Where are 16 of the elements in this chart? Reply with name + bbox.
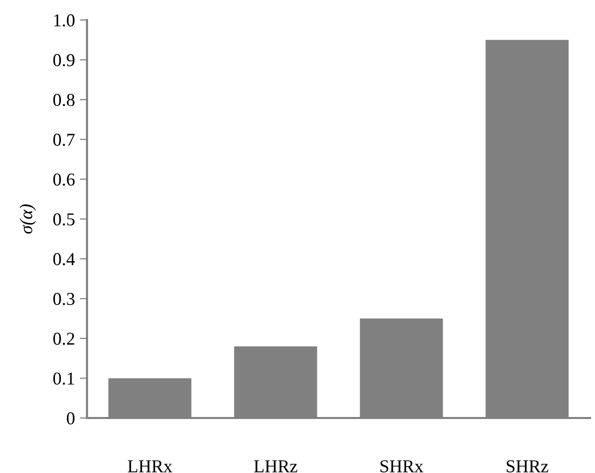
y-axis-title: σ(α) — [20, 204, 36, 234]
y-tick-label: 0.4 — [53, 253, 75, 266]
y-tick-label: 0.5 — [53, 213, 74, 226]
y-tick-label: 0.3 — [53, 292, 74, 306]
y-tick-label: 0.7 — [53, 134, 75, 146]
y-tick-label: 1.0 — [54, 14, 75, 27]
x-tick-label: SHRx — [380, 460, 424, 472]
x-tick-label: SHRz — [506, 460, 548, 472]
x-tick-label: LHRz — [254, 460, 298, 472]
y-tick-label: 0.1 — [53, 372, 74, 385]
y-tick-label: 0.9 — [53, 54, 74, 66]
y-tick-label: 0.6 — [53, 173, 75, 186]
y-tick-label: 0 — [66, 412, 75, 424]
y-tick-label: 0.2 — [53, 332, 74, 345]
x-tick-label: LHRx — [128, 460, 172, 472]
y-tick-label: 0.8 — [53, 94, 75, 106]
